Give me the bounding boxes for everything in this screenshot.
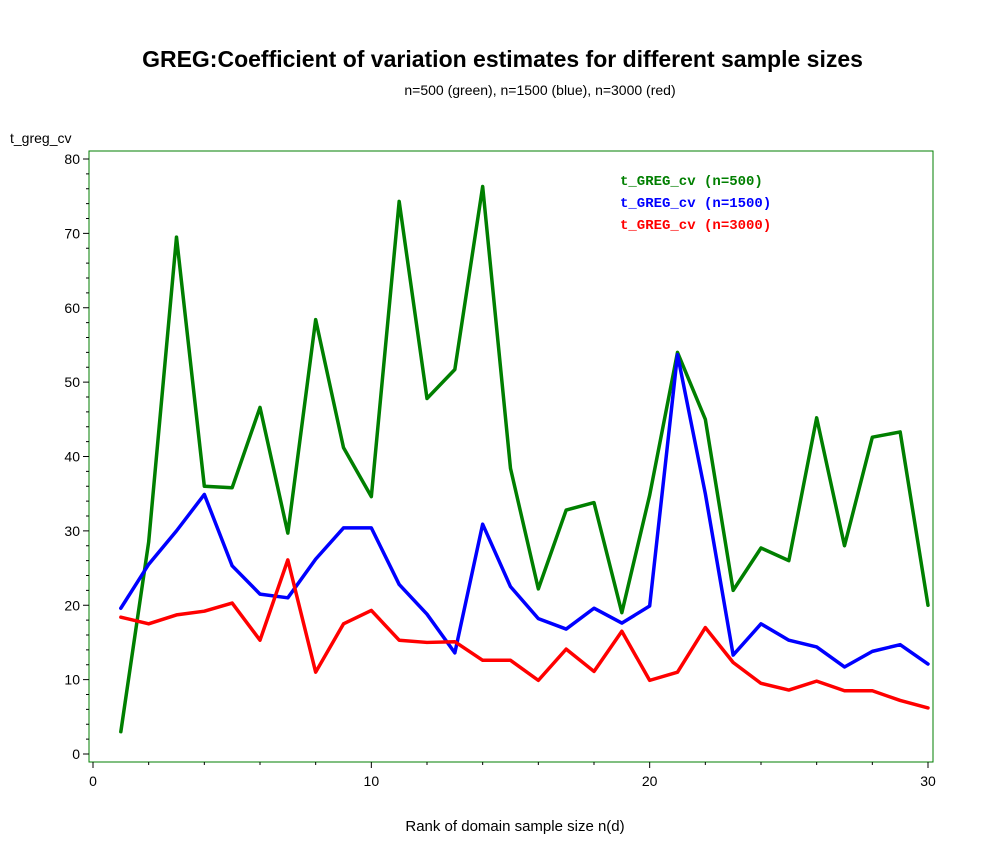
x-tick-label: 20	[642, 773, 658, 789]
chart-title: GREG:Coefficient of variation estimates …	[0, 46, 1005, 73]
y-tick-label: 10	[64, 672, 80, 688]
series-line-n3000	[119, 558, 930, 710]
series-line-n500	[119, 184, 930, 734]
y-tick-label: 40	[64, 449, 80, 465]
y-tick-label: 80	[64, 151, 80, 167]
legend-entry-n1500: t_GREG_cv (n=1500)	[620, 196, 771, 212]
x-tick-label: 0	[89, 773, 97, 789]
x-tick-label: 10	[364, 773, 380, 789]
chart-title-prefix: GREG:	[142, 46, 218, 72]
y-tick-label: 50	[64, 374, 80, 390]
y-tick-label: 0	[72, 746, 80, 762]
y-axis-label: t_greg_cv	[10, 130, 72, 146]
y-tick-label: 30	[64, 523, 80, 539]
x-axis: 0 10 20 30	[89, 762, 936, 789]
x-tick-label: 30	[920, 773, 936, 789]
y-axis: 0 10 20 30 40 50 60 70 80	[64, 151, 89, 762]
legend-entry-n3000: t_GREG_cv (n=3000)	[620, 218, 771, 234]
y-tick-label: 60	[64, 300, 80, 316]
y-tick-label: 20	[64, 597, 80, 613]
x-axis-label: Rank of domain sample size n(d)	[405, 818, 625, 835]
legend-entry-n500: t_GREG_cv (n=500)	[620, 174, 763, 190]
chart-subtitle: n=500 (green), n=1500 (blue), n=3000 (re…	[404, 82, 676, 98]
series-layer	[119, 184, 930, 734]
y-tick-label: 70	[64, 225, 80, 241]
legend: t_GREG_cv (n=500) t_GREG_cv (n=1500) t_GRE…	[620, 174, 771, 234]
chart-title-main: Coefficient of variation estimates for d…	[217, 46, 863, 72]
series-line-n1500	[119, 352, 930, 669]
